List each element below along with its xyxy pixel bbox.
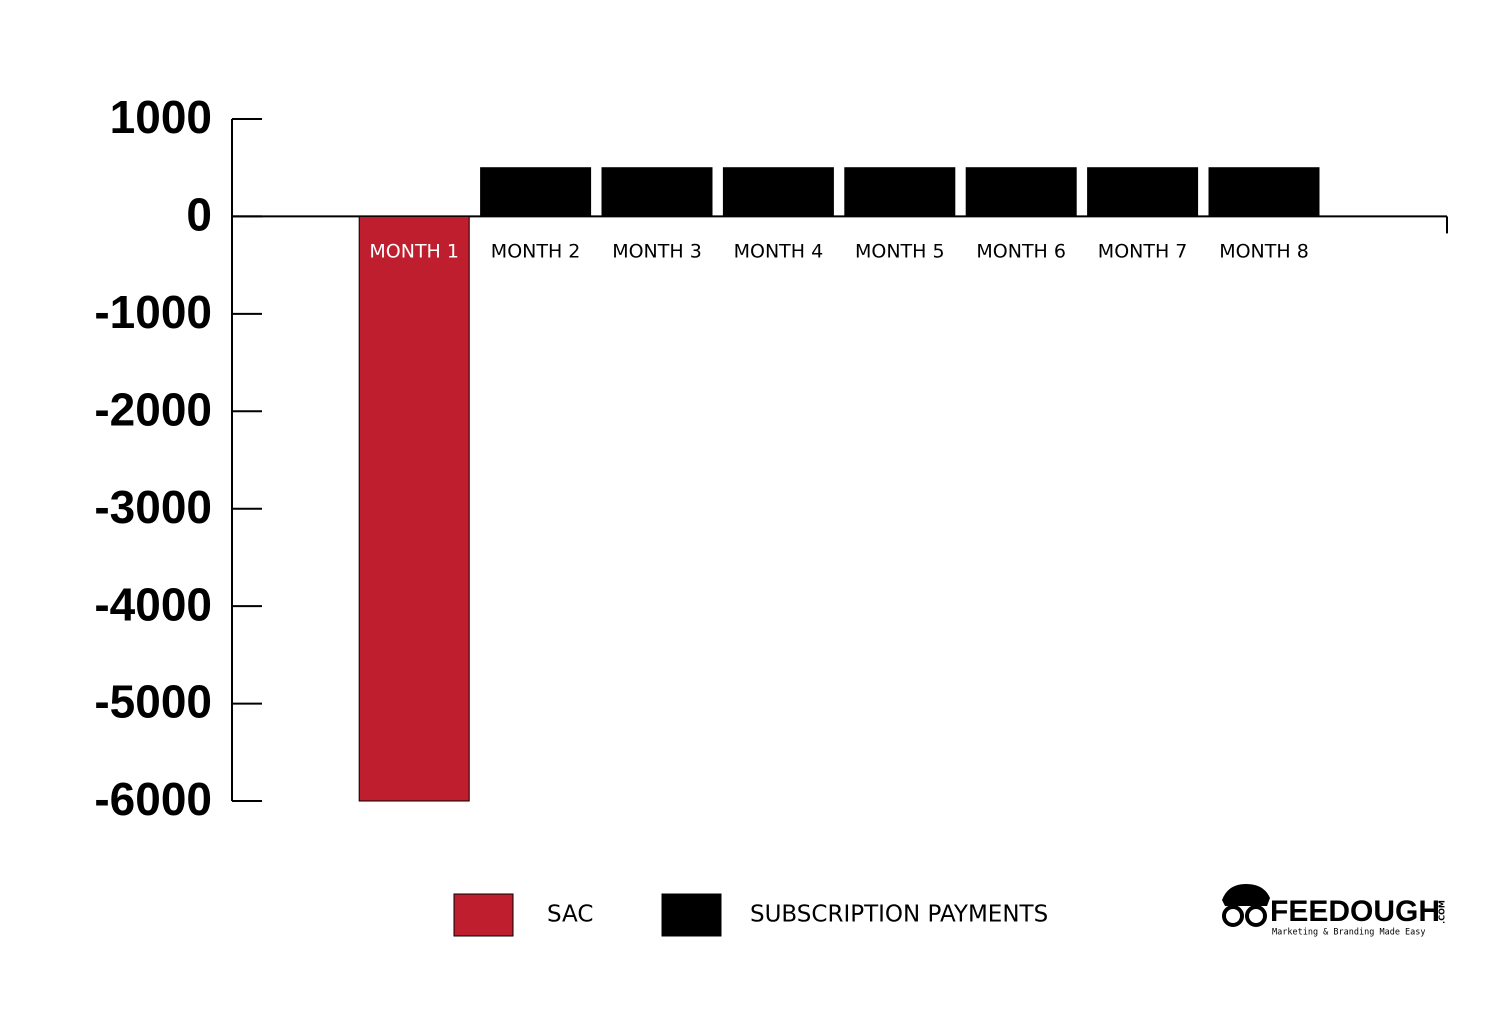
logo-glasses <box>1245 905 1267 927</box>
logo-tagline: Marketing & Branding Made Easy <box>1272 928 1426 938</box>
y-tick-label: -6000 <box>94 773 212 825</box>
legend-label: SAC <box>547 902 593 928</box>
y-tick-label: -2000 <box>94 383 212 435</box>
x-tick-label: MONTH 7 <box>1098 241 1188 263</box>
y-tick-label: -1000 <box>94 286 212 338</box>
bar <box>844 167 956 217</box>
legend-label: SUBSCRIPTION PAYMENTS <box>750 902 1048 928</box>
bar <box>965 167 1077 217</box>
x-tick-label: MONTH 6 <box>976 241 1066 263</box>
bar <box>722 167 834 217</box>
legend-swatch <box>453 893 514 937</box>
y-tick-label: -5000 <box>94 676 212 728</box>
y-tick-label: -4000 <box>94 578 212 630</box>
logo-suffix: .COM <box>1438 900 1447 924</box>
bar <box>1087 167 1199 217</box>
x-tick-label: MONTH 5 <box>855 241 945 263</box>
bar <box>601 167 713 217</box>
x-tick-label: MONTH 2 <box>491 241 581 263</box>
bar <box>358 215 470 802</box>
logo-hair <box>1222 884 1270 906</box>
x-tick-label: MONTH 3 <box>612 241 702 263</box>
y-tick-label: -3000 <box>94 481 212 533</box>
logo-glasses <box>1222 905 1244 927</box>
bar <box>1208 167 1320 217</box>
bar <box>480 167 592 217</box>
y-tick-label: 0 <box>186 189 212 241</box>
logo: FEEDOUGH .COM Marketing & Branding Made … <box>1222 884 1447 938</box>
x-tick-label: MONTH 1 <box>369 241 459 263</box>
legend-swatch <box>661 893 722 937</box>
x-tick-label: MONTH 4 <box>734 241 824 263</box>
x-tick-label: MONTH 8 <box>1219 241 1309 263</box>
y-tick-label: 1000 <box>110 91 212 143</box>
logo-name: FEEDOUGH <box>1270 895 1440 928</box>
